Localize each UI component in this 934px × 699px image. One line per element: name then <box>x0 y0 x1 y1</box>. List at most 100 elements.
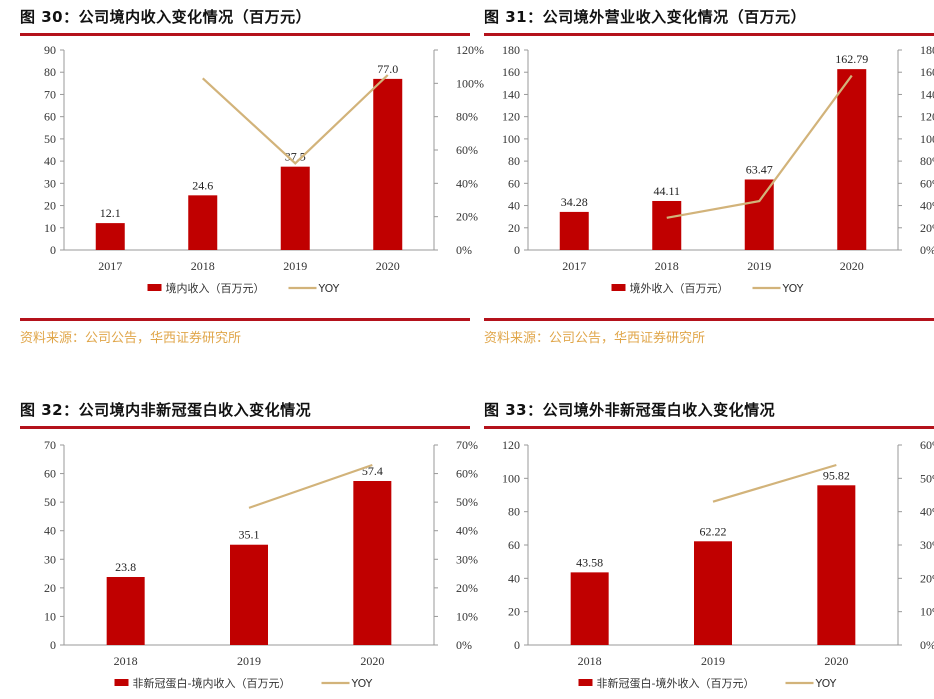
legend-bar-swatch <box>114 679 129 686</box>
bar-data-label: 63.47 <box>746 162 773 176</box>
y-tick-label: 40 <box>44 154 56 168</box>
y-tick-label: 120 <box>502 438 520 452</box>
y2-tick-label: 50% <box>456 495 478 509</box>
chart-30: 0 10 20 30 40 50 60 70 80 90 0% 20% 40% 60% 80% 100% 120… <box>44 43 484 295</box>
y-tick-label: 50 <box>44 132 56 146</box>
bar <box>652 200 682 250</box>
y2-tick-label: 100% <box>920 132 934 146</box>
x-tick-label: 2020 <box>824 654 848 668</box>
x-tick-label: 2017 <box>98 259 122 273</box>
x-tick-label: 2018 <box>655 259 679 273</box>
bar <box>694 541 732 645</box>
y2-tick-label: 60% <box>920 438 934 452</box>
y2-tick-label: 160% <box>920 65 934 79</box>
bar-data-label: 162.79 <box>835 52 868 66</box>
y-tick-label: 90 <box>44 43 56 57</box>
y-tick-label: 80 <box>508 505 520 519</box>
bar-data-label: 44.11 <box>653 184 680 198</box>
bar-data-label: 62.22 <box>700 524 727 538</box>
y2-tick-label: 60% <box>456 143 478 157</box>
y-tick-label: 20 <box>44 199 56 213</box>
legend-bar-swatch <box>611 284 626 291</box>
y2-tick-label: 40% <box>456 176 478 190</box>
y-tick-label: 70 <box>44 87 56 101</box>
bar <box>188 195 218 250</box>
chart-title: 图 32：公司境内非新冠蛋白收入变化情况 <box>20 401 312 419</box>
y2-tick-label: 10% <box>456 609 478 623</box>
bar <box>353 481 392 645</box>
y2-tick-label: 0% <box>920 243 934 257</box>
title-divider <box>484 33 934 36</box>
bar <box>280 166 310 250</box>
y-tick-label: 100 <box>502 471 520 485</box>
y-tick-label: 20 <box>508 605 520 619</box>
source-note: 资料来源：公司公告，华西证券研究所 <box>20 331 242 346</box>
chart-title: 图 33：公司境外非新冠蛋白收入变化情况 <box>484 401 776 419</box>
bar <box>95 223 125 250</box>
y2-tick-label: 20% <box>456 581 478 595</box>
y2-tick-label: 70% <box>456 438 478 452</box>
y2-tick-label: 40% <box>920 199 934 213</box>
x-tick-label: 2018 <box>114 654 138 668</box>
bar-data-label: 34.28 <box>561 195 588 209</box>
y-tick-label: 0 <box>514 638 520 652</box>
bar <box>230 544 268 645</box>
chart-32: 0 10 20 30 40 50 60 70 0% 10% 20% 30% 40% 50% 60% 70% 23… <box>44 438 478 690</box>
y2-tick-label: 0% <box>920 638 934 652</box>
x-tick-label: 2019 <box>701 654 725 668</box>
yoy-line <box>712 463 837 503</box>
bar-data-label: 37.5 <box>285 150 306 164</box>
y2-tick-label: 100% <box>456 76 484 90</box>
y2-tick-label: 30% <box>456 552 478 566</box>
chart-title: 图 30：公司境内收入变化情况（百万元） <box>20 8 312 26</box>
y2-tick-label: 20% <box>920 571 934 585</box>
x-tick-label: 2020 <box>376 259 400 273</box>
bar-data-label: 12.1 <box>100 206 121 220</box>
y-tick-label: 60 <box>508 176 520 190</box>
x-tick-label: 2018 <box>191 259 215 273</box>
legend-bar-label: 非新冠蛋白-境内收入（百万元） <box>133 676 291 690</box>
yoy-line <box>666 74 853 219</box>
y2-tick-label: 80% <box>456 110 478 124</box>
y-tick-label: 10 <box>44 609 56 623</box>
y-tick-label: 30 <box>44 176 56 190</box>
bar-data-label: 43.58 <box>576 555 603 569</box>
y2-tick-label: 0% <box>456 243 472 257</box>
y-tick-label: 120 <box>502 110 520 124</box>
y-tick-label: 40 <box>508 571 520 585</box>
y-tick-label: 20 <box>508 221 520 235</box>
legend-bar-label: 境外收入（百万元） <box>630 281 729 295</box>
chart-title: 图 31：公司境外营业收入变化情况（百万元） <box>484 8 807 26</box>
x-tick-label: 2019 <box>237 654 261 668</box>
y-tick-label: 50 <box>44 495 56 509</box>
y-tick-label: 30 <box>44 552 56 566</box>
y-tick-label: 40 <box>44 524 56 538</box>
y-tick-label: 0 <box>50 638 56 652</box>
legend-line-label: YOY <box>351 677 373 690</box>
bar-data-label: 23.8 <box>115 560 136 574</box>
y2-tick-label: 20% <box>456 210 478 224</box>
y-tick-label: 0 <box>514 243 520 257</box>
chart-33: 0 20 40 60 80 100 120 0% 10% 20% 30% 40% 50% 60% 43.58… <box>502 438 934 690</box>
yoy-line <box>248 463 373 509</box>
y2-tick-label: 40% <box>456 524 478 538</box>
y2-tick-label: 20% <box>920 221 934 235</box>
legend-line-label: YOY <box>782 282 804 295</box>
y-tick-label: 60 <box>508 538 520 552</box>
legend-bar-swatch <box>147 284 162 291</box>
y-tick-label: 40 <box>508 199 520 213</box>
bar-data-label: 35.1 <box>239 528 260 542</box>
source-divider <box>20 318 470 321</box>
y2-tick-label: 120% <box>920 110 934 124</box>
bar <box>373 78 403 250</box>
legend-bar-swatch <box>578 679 593 686</box>
y2-tick-label: 40% <box>920 505 934 519</box>
y-tick-label: 0 <box>50 243 56 257</box>
bar-data-label: 95.82 <box>823 468 850 482</box>
x-tick-label: 2020 <box>840 259 864 273</box>
y-tick-label: 80 <box>508 154 520 168</box>
x-tick-label: 2019 <box>747 259 771 273</box>
y-tick-label: 20 <box>44 581 56 595</box>
y2-tick-label: 0% <box>456 638 472 652</box>
source-divider <box>484 318 934 321</box>
